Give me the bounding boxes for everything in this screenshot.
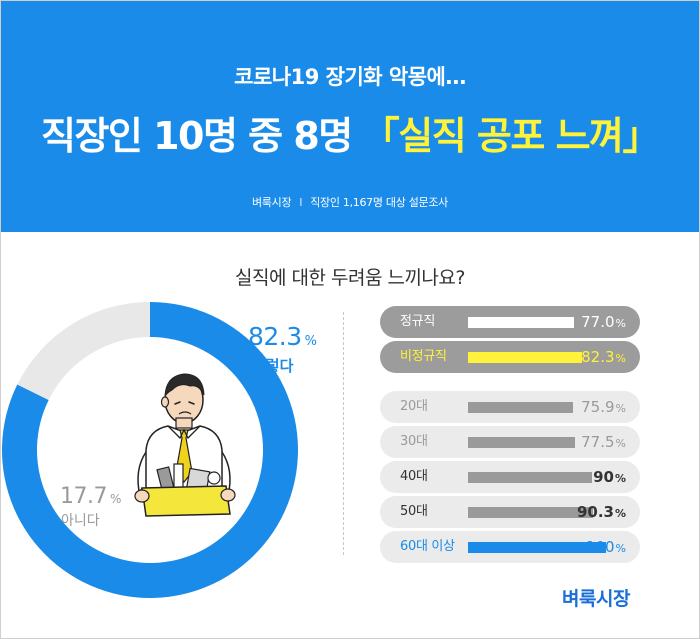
- header-title: 직장인 10명 중 8명 「실직 공포 느껴」: [1, 105, 699, 160]
- slice-no-label: 아니다: [61, 513, 100, 529]
- bar-chart: 정규직 77.0% 비정규직 82.3% 20대 75.9% 30대 77.5% 40대 90% 5…: [380, 306, 640, 563]
- bar-value-unit: %: [615, 437, 626, 450]
- bar-value-number: 77.5: [581, 433, 615, 451]
- bar-label: 30대: [400, 434, 428, 449]
- source-brand: 벼룩시장: [251, 196, 292, 209]
- bar-mark: [468, 402, 573, 413]
- bar-row: 20대 75.9%: [380, 391, 640, 423]
- bar-label: 40대: [400, 469, 428, 484]
- bar-mark: [468, 437, 575, 448]
- bar-label: 비정규직: [400, 349, 447, 364]
- bar-value-unit: %: [614, 472, 626, 485]
- bar-value-unit: %: [615, 352, 626, 365]
- header-banner: 코로나19 장기화 악몽에… 직장인 10명 중 8명 「실직 공포 느껴」 벼룩…: [1, 1, 699, 232]
- bar-mark: [468, 352, 582, 363]
- bar-value-number: 77.0: [581, 313, 615, 331]
- bar-row: 60대 이상 100%: [380, 531, 640, 563]
- slice-yes-unit: %: [304, 334, 317, 349]
- bar-value-number: 82.3: [581, 348, 615, 366]
- slice-yes-value: 82.3%: [248, 322, 317, 351]
- bar-label: 50대: [400, 504, 428, 519]
- donut-chart: [2, 302, 298, 598]
- slice-yes-label: 그렇다: [252, 357, 294, 375]
- bar-mark: [468, 317, 575, 328]
- bar-value: 90.3%: [577, 496, 626, 530]
- bar-value-unit: %: [614, 507, 626, 520]
- source-separator: I: [299, 196, 303, 209]
- bar-label: 20대: [400, 399, 428, 414]
- slice-no-value: 17.7%: [60, 484, 121, 509]
- header-title-main: 직장인 10명 중 8명: [40, 114, 353, 158]
- bar-row: 50대 90.3%: [380, 496, 640, 528]
- bar-value: 82.3%: [581, 341, 626, 375]
- bar-value: 75.9%: [581, 391, 626, 425]
- section-divider: [343, 312, 344, 555]
- bar-value-unit: %: [615, 542, 626, 555]
- bar-value-number: 90.3: [576, 503, 614, 521]
- bar-value-unit: %: [615, 402, 626, 415]
- bar-mark: [468, 507, 593, 518]
- header-title-quote: 「실직 공포 느껴」: [361, 114, 661, 158]
- brand-logo: 벼룩시장: [562, 588, 630, 610]
- bar-mark: [468, 542, 606, 553]
- bar-label: 정규직: [400, 314, 435, 329]
- bar-row: 40대 90%: [380, 461, 640, 493]
- survey-source: 벼룩시장 I 직장인 1,167명 대상 설문조사: [1, 194, 699, 210]
- header-subtitle: 코로나19 장기화 악몽에…: [234, 65, 466, 89]
- worried-office-worker-holding-box-icon: [134, 373, 236, 517]
- bar-value-number: 75.9: [581, 398, 615, 416]
- bar-value: 90%: [593, 461, 626, 495]
- bar-label: 60대 이상: [400, 539, 455, 554]
- bar-value-unit: %: [615, 317, 626, 330]
- slice-yes-number: 82.3: [248, 322, 302, 351]
- bar-value: 100%: [586, 531, 626, 565]
- bar-value: 77.0%: [581, 306, 626, 340]
- bar-value: 77.5%: [581, 426, 626, 460]
- bar-row: 정규직 77.0%: [380, 306, 640, 338]
- slice-no-unit: %: [109, 492, 121, 506]
- chart-question: 실직에 대한 두려움 느끼나요?: [235, 267, 465, 289]
- bar-mark: [468, 472, 593, 483]
- donut-slice-no: [17, 302, 151, 400]
- bar-row: 30대 77.5%: [380, 426, 640, 458]
- bar-row: 비정규직 82.3%: [380, 341, 640, 373]
- bar-value-number: 100: [585, 538, 615, 556]
- bar-value-number: 90: [593, 468, 614, 486]
- slice-no-number: 17.7: [60, 484, 107, 509]
- source-description: 직장인 1,167명 대상 설문조사: [310, 196, 448, 209]
